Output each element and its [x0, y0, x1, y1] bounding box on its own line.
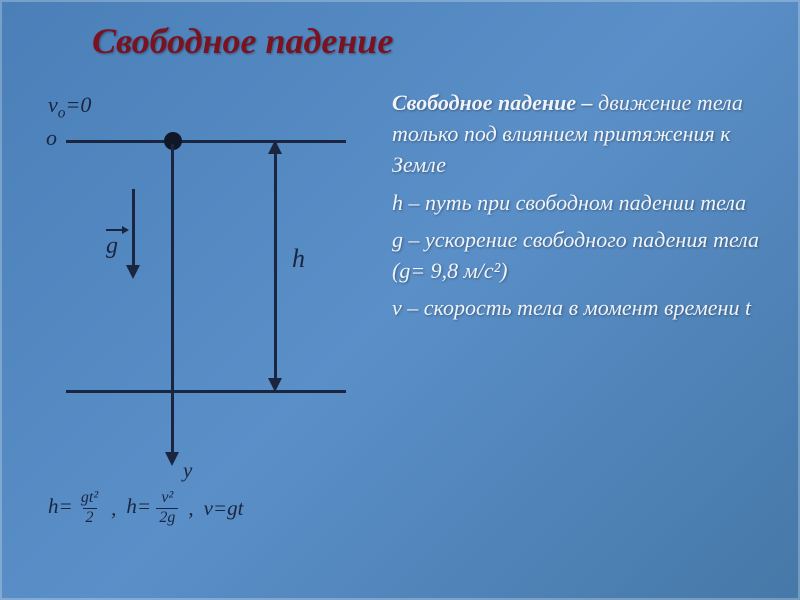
definition-head: Свободное падение –	[392, 90, 593, 115]
free-fall-diagram: g y h	[66, 134, 366, 424]
formulas-row: h= gt² 2 , h= v² 2g , v=gt	[48, 490, 243, 527]
separator-1: ,	[111, 496, 116, 521]
g-label: g	[106, 233, 118, 260]
line-h: h – путь при свободном падении тела	[392, 188, 780, 219]
right-column: Свободное падение – движение тела только…	[392, 88, 780, 324]
ground-line-top	[66, 140, 346, 143]
ground-line-bottom	[66, 390, 346, 393]
left-column: vo=0 o g y h	[46, 92, 366, 572]
separator-2: ,	[188, 496, 193, 521]
formula-1: h= gt² 2	[48, 490, 101, 527]
origin-label: o	[46, 125, 57, 151]
definition-block: Свободное падение – движение тела только…	[392, 88, 780, 180]
line-v: v – скорость тела в момент времени t	[392, 293, 780, 324]
line-g: g – ускорение свободного падения тела (g…	[392, 225, 780, 287]
y-axis-label: y	[183, 458, 192, 483]
v0-text: vo=0	[48, 92, 91, 117]
page-title: Свободное падение	[92, 20, 393, 62]
h-label: h	[292, 244, 305, 274]
initial-velocity-label: vo=0	[48, 92, 91, 122]
formula-3: v=gt	[204, 496, 244, 521]
formula-2: h= v² 2g	[126, 490, 178, 527]
